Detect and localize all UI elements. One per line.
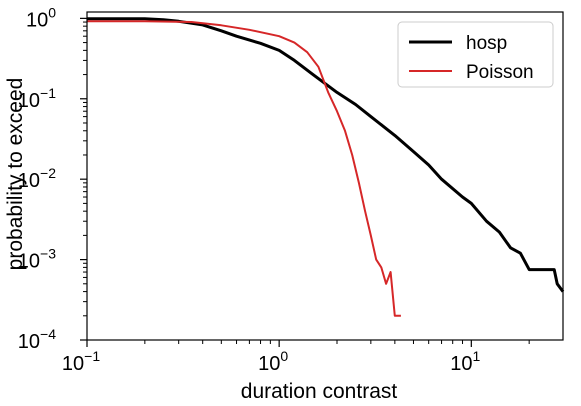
axis-ticks: 10−1 100 101 100 10−1 10−2 10−3 10−4	[18, 4, 530, 375]
x-tick-label: 10−1	[62, 348, 100, 375]
x-axis-label: duration contrast	[241, 380, 398, 403]
y-axis-label: probability to exceed	[4, 78, 27, 271]
x-tick-label: 100	[258, 348, 288, 375]
y-tick-label: 10−1	[18, 85, 56, 112]
y-tick-label: 10−3	[18, 246, 56, 273]
y-tick-label: 100	[26, 4, 56, 31]
y-tick-label: 10−4	[18, 326, 56, 353]
series-line-hosp	[87, 17, 565, 293]
plot-frame	[86, 11, 564, 341]
series-line-poisson	[87, 20, 401, 317]
y-tick-label: 10−2	[18, 165, 56, 192]
legend: hosp Poisson	[397, 21, 554, 88]
x-tick-label: 101	[450, 348, 480, 375]
series-lines	[87, 17, 565, 317]
legend-label-hosp: hosp	[466, 33, 507, 54]
legend-label-poisson: Poisson	[466, 62, 534, 83]
